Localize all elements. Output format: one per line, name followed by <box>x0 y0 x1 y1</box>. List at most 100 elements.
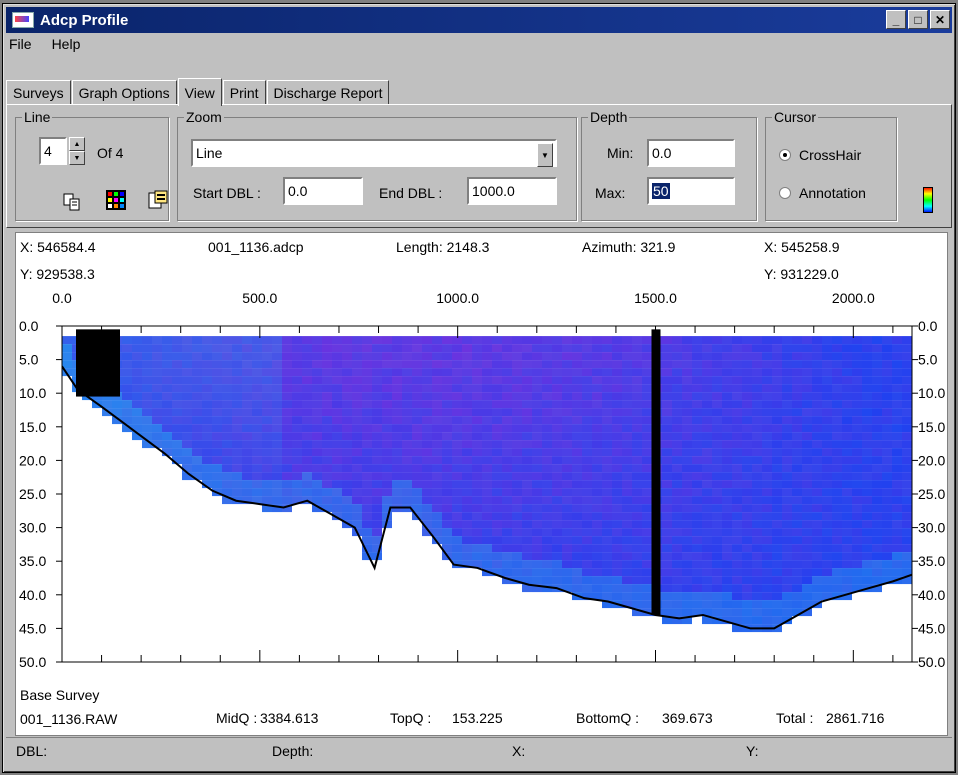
velocity-cell <box>622 352 632 361</box>
velocity-cell <box>202 360 212 369</box>
velocity-cell <box>132 336 142 345</box>
velocity-cell <box>812 360 822 369</box>
velocity-cell <box>842 480 852 489</box>
line-spinner[interactable]: ▲ ▼ <box>69 137 85 165</box>
velocity-cell <box>392 384 402 393</box>
velocity-cell <box>842 336 852 345</box>
velocity-cell <box>682 416 692 425</box>
tab-graph-options[interactable]: Graph Options <box>71 80 177 104</box>
velocity-cell <box>312 400 322 409</box>
color-grid-icon[interactable] <box>105 189 127 211</box>
velocity-cell <box>812 384 822 393</box>
cursor-crosshair-radio[interactable]: CrossHair <box>779 147 861 163</box>
velocity-cell <box>672 528 682 537</box>
velocity-cell <box>272 368 282 377</box>
velocity-cell <box>852 528 862 537</box>
velocity-cell <box>592 528 602 537</box>
velocity-cell <box>632 568 642 577</box>
velocity-cell <box>512 336 522 345</box>
velocity-cell <box>682 456 692 465</box>
velocity-cell <box>452 424 462 433</box>
cursor-crosshair-label: CrossHair <box>799 147 862 163</box>
velocity-cell <box>672 512 682 521</box>
spin-down-icon[interactable]: ▼ <box>69 151 85 165</box>
y-tick-label-right: 30.0 <box>918 520 945 536</box>
velocity-cell <box>872 536 882 545</box>
velocity-cell <box>392 448 402 457</box>
velocity-cell <box>432 352 442 361</box>
velocity-cell <box>452 464 462 473</box>
velocity-cell <box>872 560 882 569</box>
velocity-cell <box>752 512 762 521</box>
velocity-cell <box>742 464 752 473</box>
velocity-cell <box>902 464 912 473</box>
velocity-cell <box>662 416 672 425</box>
cursor-annotation-radio[interactable]: Annotation <box>779 185 866 201</box>
velocity-cell <box>382 408 392 417</box>
zoom-select[interactable]: Line ▼ <box>191 139 557 167</box>
velocity-cell <box>862 416 872 425</box>
spin-up-icon[interactable]: ▲ <box>69 137 85 151</box>
tab-print[interactable]: Print <box>222 80 266 104</box>
velocity-cell <box>122 344 132 353</box>
velocity-cell <box>232 392 242 401</box>
velocity-cell <box>662 352 672 361</box>
velocity-cell <box>462 408 472 417</box>
velocity-cell <box>502 552 512 561</box>
tab-discharge-report[interactable]: Discharge Report <box>266 80 390 104</box>
velocity-cell <box>372 528 382 537</box>
export-icon[interactable] <box>147 189 169 211</box>
velocity-cell <box>312 416 322 425</box>
adcp-velocity-chart[interactable]: 0.0 500.0 1000.0 1500.0 2000.00.0 0.05.0 5.010… <box>16 233 947 735</box>
velocity-cell <box>882 408 892 417</box>
velocity-cell <box>492 528 502 537</box>
velocity-cell <box>712 600 722 609</box>
velocity-cell <box>792 504 802 513</box>
velocity-cell <box>802 440 812 449</box>
velocity-cell <box>592 368 602 377</box>
velocity-cell <box>672 392 682 401</box>
velocity-cell <box>772 408 782 417</box>
velocity-cell <box>532 504 542 513</box>
velocity-cell <box>662 520 672 529</box>
end-dbl-input[interactable]: 1000.0 <box>467 177 557 205</box>
velocity-cell <box>462 488 472 497</box>
velocity-cell <box>172 424 182 433</box>
profile-plot-area[interactable]: X: 546584.4 Y: 929538.3 001_1136.adcp Le… <box>15 232 948 736</box>
close-button[interactable]: ✕ <box>930 10 950 29</box>
velocity-cell <box>662 336 672 345</box>
velocity-cell <box>252 368 262 377</box>
velocity-cell <box>782 560 792 569</box>
velocity-cell <box>892 464 902 473</box>
velocity-cell <box>832 496 842 505</box>
menu-file[interactable]: File <box>9 36 32 52</box>
chevron-down-icon[interactable]: ▼ <box>537 143 553 167</box>
menu-help[interactable]: Help <box>51 36 81 52</box>
velocity-cell <box>752 336 762 345</box>
velocity-cell <box>272 424 282 433</box>
velocity-cell <box>762 520 772 529</box>
line-number-input[interactable]: 4 <box>39 137 67 165</box>
copy-icon[interactable] <box>61 191 83 213</box>
color-scale-icon[interactable] <box>923 187 933 213</box>
depth-max-input[interactable]: 50 <box>647 177 735 205</box>
velocity-cell <box>492 392 502 401</box>
depth-min-input[interactable]: 0.0 <box>647 139 735 167</box>
start-dbl-input[interactable]: 0.0 <box>283 177 363 205</box>
minimize-button[interactable]: _ <box>886 10 906 29</box>
velocity-cell <box>532 560 542 569</box>
tab-view[interactable]: View <box>177 78 222 106</box>
velocity-cell <box>352 408 362 417</box>
title-bar[interactable]: Adcp Profile _ □ ✕ <box>6 7 952 33</box>
velocity-cell <box>692 584 702 593</box>
velocity-cell <box>552 336 562 345</box>
velocity-cell <box>262 376 272 385</box>
velocity-cell <box>692 360 702 369</box>
velocity-cell <box>292 376 302 385</box>
velocity-cell <box>812 496 822 505</box>
view-options-panel: Line 4 ▲ ▼ Of 4 Zoom Line ▼ Start DBL : … <box>6 104 952 228</box>
velocity-cell <box>642 480 652 489</box>
velocity-cell <box>392 432 402 441</box>
tab-surveys[interactable]: Surveys <box>6 80 71 104</box>
maximize-button[interactable]: □ <box>908 10 928 29</box>
